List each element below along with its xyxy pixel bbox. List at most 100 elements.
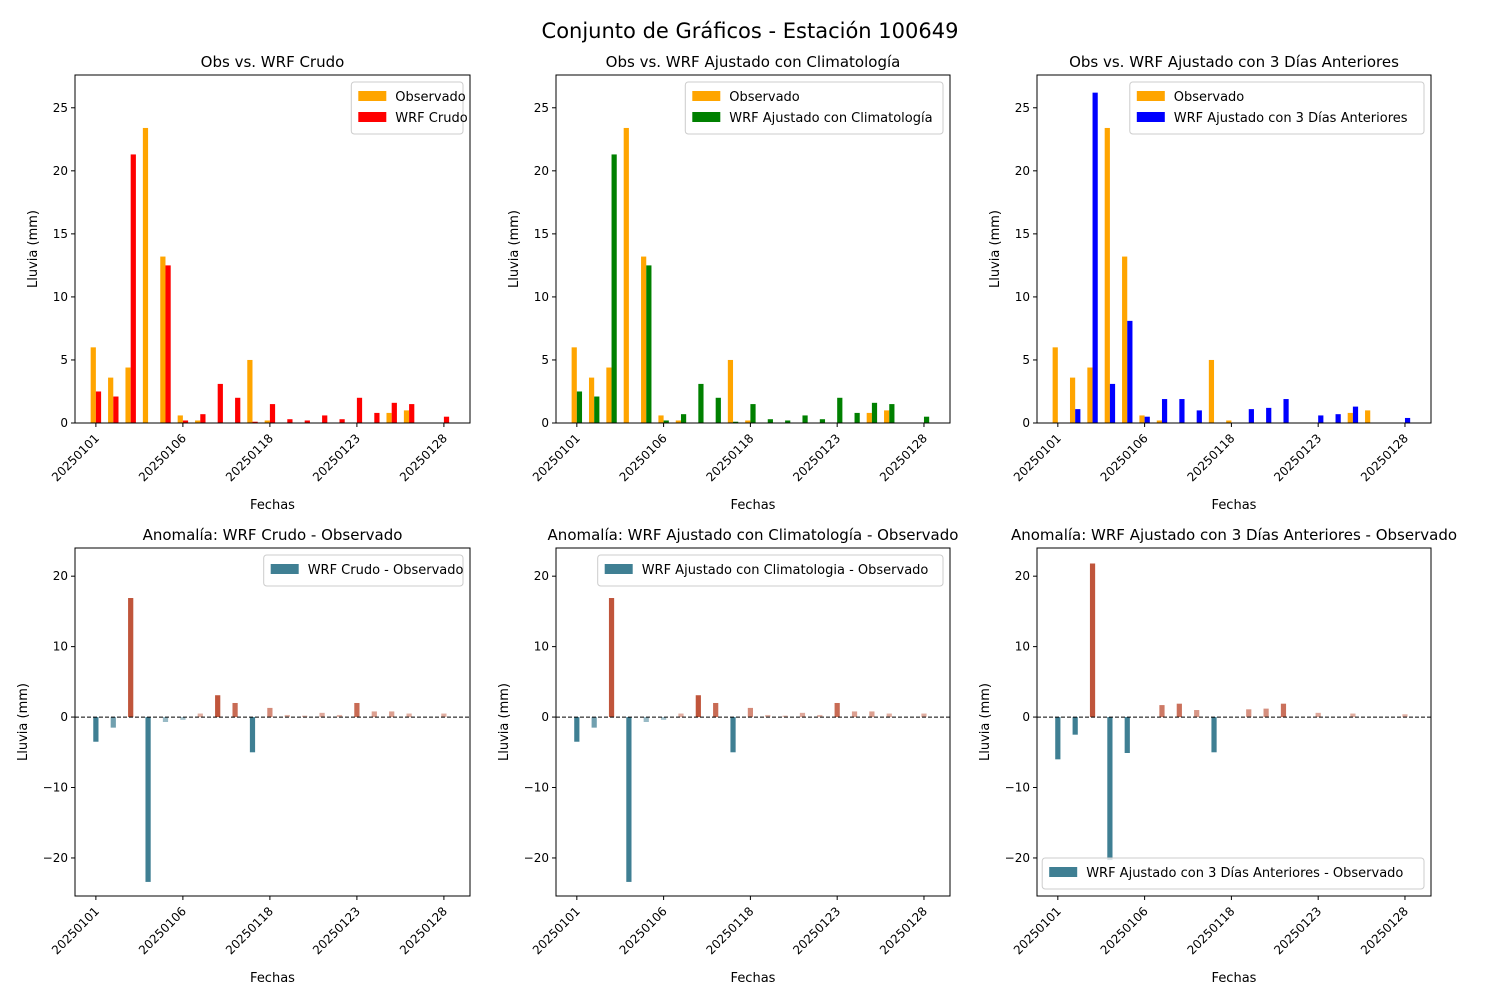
anomaly-bar [661, 717, 667, 720]
bar-observado [247, 359, 253, 423]
x-tick-label: 20250118 [703, 431, 756, 484]
y-tick-label: 15 [534, 227, 549, 241]
bar-wrf_crudo [304, 420, 310, 423]
legend-label: WRF Crudo - Observado [308, 563, 464, 578]
anomaly-bar [441, 713, 447, 718]
anomaly-bar [215, 695, 221, 718]
x-tick-label: 20250128 [1358, 431, 1411, 484]
bar-wrf_3dias [1092, 92, 1098, 424]
anomaly-bar [371, 711, 377, 718]
anomaly-bar [302, 715, 308, 718]
bar-observado [1226, 420, 1232, 423]
x-axis-label: Fechas [1212, 498, 1257, 513]
x-tick-label: 20250106 [136, 431, 189, 484]
chart-panel-1: Obs vs. WRF Crudo 0 5 10 15 20 25 20250101 20250… [26, 53, 471, 513]
bar-observado [745, 420, 751, 423]
anomaly-bar [869, 711, 875, 718]
bar-wrf_clim [923, 416, 930, 423]
bar-wrf_3dias [1075, 409, 1081, 423]
chart-title: Anomalía: WRF Crudo - Observado [143, 526, 403, 544]
anomaly-bar [574, 717, 580, 742]
y-tick-label: 5 [541, 353, 549, 367]
y-tick-label: 10 [534, 290, 549, 304]
bar-wrf_crudo [217, 383, 223, 423]
bar-wrf_clim [663, 420, 669, 423]
axes-frame [74, 74, 471, 424]
legend-swatch [692, 112, 721, 122]
axes-frame [1036, 547, 1432, 897]
y-tick-label: 25 [53, 101, 68, 115]
x-tick-label: 20250106 [1098, 904, 1151, 957]
bar-wrf_clim [680, 414, 687, 423]
y-tick-label: −10 [524, 781, 549, 795]
anomaly-bar [1089, 563, 1096, 718]
legend: Observado WRF Crudo [350, 81, 468, 135]
legend-label: Observado [729, 90, 800, 105]
legend-label: WRF Ajustado con Climatologia - Observad… [642, 563, 929, 578]
legend: Observado WRF Ajustado con Climatología [684, 81, 944, 135]
bar-wrf_clim [750, 404, 756, 423]
chart-panel-5: Anomalía: WRF Ajustado con Climatología … [497, 526, 958, 986]
bar-observado [403, 410, 410, 423]
anomaly-bar [354, 702, 360, 718]
anomaly-bar [695, 695, 701, 718]
y-axis-label: Lluvia (mm) [507, 210, 522, 288]
bar-wrf_3dias [1144, 416, 1150, 423]
axes-frame [74, 547, 471, 897]
x-tick-label: 20250128 [397, 431, 450, 484]
legend-label: WRF Ajustado con Climatología [729, 111, 932, 126]
legend-swatch [692, 91, 721, 101]
x-tick-label: 20250101 [1011, 904, 1064, 957]
bar-wrf_crudo [287, 419, 293, 423]
x-tick-label: 20250101 [1011, 431, 1064, 484]
x-tick-label: 20250128 [397, 904, 450, 957]
anomaly-bar [336, 714, 343, 718]
bar-wrf_3dias [1318, 415, 1324, 423]
y-tick-label: −20 [1005, 851, 1030, 865]
chart-title: Anomalía: WRF Ajustado con 3 Días Anteri… [1011, 526, 1457, 544]
x-tick-label: 20250128 [877, 904, 930, 957]
y-tick-label: 20 [1015, 569, 1030, 583]
y-tick-label: −20 [524, 851, 549, 865]
bar-wrf_crudo [409, 404, 415, 423]
bar-wrf_clim [871, 402, 878, 423]
x-tick-label: 20250101 [530, 904, 583, 957]
anomaly-bar [249, 717, 256, 753]
legend-frame [1041, 857, 1425, 890]
legend: WRF Ajustado con Climatologia - Observad… [597, 554, 944, 587]
x-tick-label: 20250128 [877, 431, 930, 484]
chart-panel-2: Obs vs. WRF Ajustado con Climatología 0 5 1… [507, 53, 951, 513]
legend-frame [597, 554, 944, 587]
bar-observado [142, 127, 149, 424]
x-tick-label: 20250101 [49, 904, 102, 957]
anomaly-bar [626, 717, 632, 882]
bar-observado [675, 420, 681, 423]
chart-title: Obs vs. WRF Crudo [201, 53, 345, 71]
anomaly-bar [1176, 703, 1182, 718]
legend-swatch [358, 112, 387, 122]
bar-wrf_crudo [443, 416, 450, 423]
y-axis-label: Lluvia (mm) [16, 683, 31, 761]
y-tick-label: 20 [1015, 164, 1030, 178]
bar-observado [1347, 412, 1353, 423]
anomaly-bar [145, 717, 151, 882]
bar-wrf_clim [819, 419, 826, 423]
y-tick-label: 20 [53, 164, 68, 178]
chart-title: Obs vs. WRF Ajustado con 3 Días Anterior… [1069, 53, 1399, 71]
bar-wrf_3dias [1352, 406, 1359, 423]
x-tick-label: 20250118 [1184, 904, 1237, 957]
y-axis-label: Lluvia (mm) [26, 210, 41, 288]
x-tick-label: 20250123 [1271, 431, 1324, 484]
x-tick-label: 20250123 [310, 431, 363, 484]
bar-wrf_crudo [235, 397, 241, 423]
anomaly-bar [1072, 717, 1078, 735]
legend-swatch [1049, 867, 1078, 877]
axes-frame [1036, 74, 1432, 424]
bar-wrf_crudo [339, 419, 345, 423]
x-tick-label: 20250101 [49, 431, 102, 484]
legend-frame [1129, 81, 1425, 135]
y-tick-label: 10 [1015, 290, 1030, 304]
anomaly-bar [817, 714, 823, 718]
y-tick-label: 25 [1015, 101, 1030, 115]
bar-observado [571, 347, 577, 423]
